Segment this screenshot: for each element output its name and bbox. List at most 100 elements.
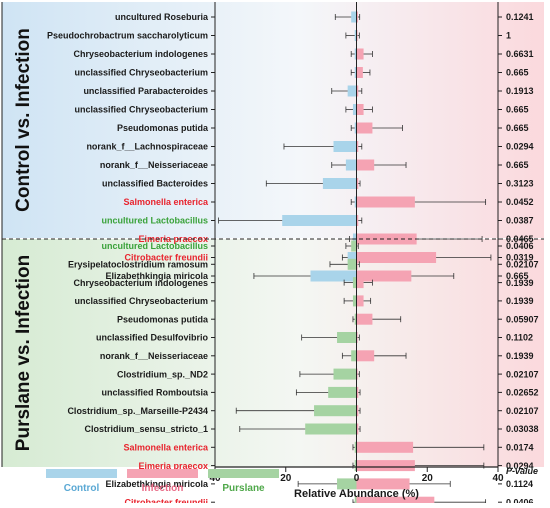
taxon-label: uncultured Roseburia	[115, 12, 209, 22]
p-value: 0.0452	[506, 197, 534, 207]
bar-infection	[356, 295, 364, 307]
taxon-label: Chryseobacterium indologenes	[73, 49, 208, 59]
taxon-label: Citrobacter freundii	[124, 253, 208, 263]
bar-infection	[356, 233, 417, 245]
taxon-label: uncultured Lactobacillus	[101, 216, 208, 226]
p-value: 0.03038	[506, 424, 539, 434]
bar-control	[310, 270, 357, 282]
bar-purslane	[337, 478, 357, 490]
bar-infection	[356, 67, 363, 78]
x-tick-label: 40	[492, 473, 504, 484]
taxon-label: norank_f__Neisseriaceae	[100, 351, 208, 361]
taxon-label: unclassified Bacteroides	[102, 179, 208, 189]
bar-control	[354, 67, 357, 78]
p-value: 0.665	[506, 160, 529, 170]
x-tick-label: 40	[209, 473, 221, 484]
bar-control	[354, 48, 357, 60]
p-value: 0.1913	[506, 86, 534, 96]
bar-infection	[356, 48, 364, 60]
bar-purslane	[352, 295, 357, 307]
bar-purslane	[333, 368, 357, 380]
bar-purslane	[347, 258, 357, 270]
p-value: 0.0465	[506, 234, 534, 244]
p-value: 0.0294	[506, 461, 534, 471]
p-value: 0.02107	[506, 260, 539, 270]
bar-infection	[356, 350, 375, 362]
bar-control	[354, 196, 357, 208]
p-value: 0.665	[506, 68, 529, 78]
bar-control	[347, 85, 357, 97]
bar-control	[345, 159, 357, 171]
taxon-label: unclassified Chryseobacterium	[74, 105, 208, 115]
bar-infection	[356, 196, 415, 208]
taxon-label: Pseudochrobactrum saccharolyticum	[47, 31, 208, 41]
bar-purslane	[305, 423, 357, 435]
bar-infection	[356, 478, 410, 490]
bar-purslane	[337, 332, 357, 343]
bar-infection	[356, 496, 435, 508]
p-value: 0.0174	[506, 443, 534, 453]
bar-purslane	[351, 350, 357, 362]
p-value: 0.0406	[506, 497, 534, 503]
legend-label-control: Control	[64, 483, 100, 494]
panel-title: Control vs. Infection	[13, 28, 34, 212]
bar-infection	[356, 368, 358, 380]
legend-label-infection: Infection	[142, 483, 184, 494]
bar-infection	[356, 85, 359, 97]
p-value: 0.665	[506, 123, 529, 133]
legend-swatch-control	[46, 469, 117, 478]
x-tick-label: 0	[354, 473, 360, 484]
bar-infection	[356, 215, 359, 226]
bar-control	[354, 122, 357, 134]
bar-infection	[356, 178, 359, 189]
bar-control	[354, 30, 357, 41]
bar-infection	[356, 30, 358, 41]
p-value: 0.1241	[506, 12, 534, 22]
legend-swatch-purslane	[208, 469, 279, 478]
panel-background	[2, 2, 544, 238]
bar-infection	[356, 122, 373, 134]
x-tick-label: 20	[280, 473, 292, 484]
x-axis-label: Relative Abundance (%)	[294, 488, 419, 500]
bar-infection	[356, 277, 364, 289]
taxon-label: Eimeria praecox	[138, 461, 208, 471]
p-value: 0.665	[506, 271, 529, 281]
p-value: 0.02107	[506, 406, 539, 416]
taxon-label: Chryseobacterium indologenes	[73, 278, 208, 288]
taxon-label: Elizabethkingia miricola	[105, 479, 209, 489]
p-value: 0.6631	[506, 49, 534, 59]
bar-infection	[356, 270, 412, 282]
bar-infection	[356, 313, 373, 325]
taxon-label: Salmonella enterica	[123, 197, 209, 207]
bar-infection	[356, 104, 364, 115]
p-value: 0.665	[506, 105, 529, 115]
bar-infection	[356, 252, 437, 263]
bar-purslane	[328, 386, 357, 398]
p-value: 0.1939	[506, 351, 534, 361]
taxon-label: unclassified Desulfovibrio	[96, 333, 209, 343]
bar-control	[352, 104, 357, 115]
taxon-label: unclassified Romboutsia	[101, 388, 209, 398]
bar-purslane	[354, 496, 357, 508]
p-value: 0.02652	[506, 388, 539, 398]
bar-infection	[356, 460, 415, 472]
bar-infection	[356, 441, 414, 453]
bar-purslane	[351, 240, 357, 252]
p-value: 0.0406	[506, 241, 534, 251]
taxon-label: norank_f__Lachnospiraceae	[86, 142, 208, 152]
p-value: 0.1102	[506, 333, 533, 343]
legend-label-purslane: Purslane	[222, 483, 265, 494]
x-tick-label: 20	[422, 473, 434, 484]
p-value: 0.0294	[506, 142, 534, 152]
panel-background	[2, 239, 544, 467]
taxon-label: Elizabethkingia miricola	[105, 271, 209, 281]
bar-control	[282, 215, 357, 226]
bar-purslane	[352, 277, 357, 289]
taxon-label: Clostridium_sp._Marseille-P2434	[67, 406, 208, 416]
p-value-header: P-value	[506, 466, 538, 476]
bar-control	[351, 11, 357, 23]
bar-infection	[356, 405, 359, 417]
bar-purslane	[314, 405, 357, 417]
legend-swatch-infection	[127, 469, 198, 478]
bar-infection	[356, 258, 358, 270]
